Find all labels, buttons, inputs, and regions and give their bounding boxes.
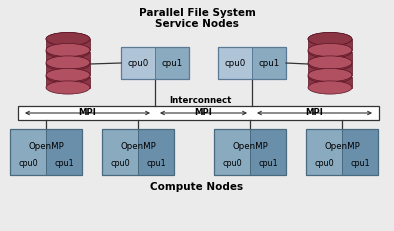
Ellipse shape	[46, 82, 90, 95]
Bar	[121, 48, 155, 80]
Bar	[46, 129, 82, 175]
Ellipse shape	[46, 58, 90, 71]
Ellipse shape	[46, 71, 90, 84]
Text: cpu1: cpu1	[54, 158, 74, 167]
Bar	[342, 129, 378, 175]
Bar	[46, 52, 90, 63]
Text: MPI: MPI	[306, 108, 323, 117]
Ellipse shape	[46, 46, 90, 59]
Ellipse shape	[308, 82, 352, 95]
Bar	[102, 129, 174, 175]
Text: cpu1: cpu1	[258, 59, 280, 68]
Text: cpu1: cpu1	[146, 158, 166, 167]
Text: cpu0: cpu0	[222, 158, 242, 167]
Bar	[18, 106, 379, 121]
Ellipse shape	[308, 58, 352, 71]
Bar	[102, 129, 138, 175]
Bar	[308, 65, 352, 76]
Bar	[306, 129, 378, 175]
Ellipse shape	[308, 33, 352, 46]
Bar	[250, 129, 286, 175]
Bar	[218, 48, 286, 80]
Bar	[121, 48, 189, 80]
Bar	[308, 77, 352, 88]
Text: MPI: MPI	[78, 108, 97, 117]
Bar	[306, 129, 342, 175]
Text: OpenMP: OpenMP	[232, 141, 268, 150]
Ellipse shape	[46, 69, 90, 82]
Bar	[214, 129, 286, 175]
Bar	[252, 48, 286, 80]
Bar	[10, 129, 46, 175]
Ellipse shape	[46, 33, 90, 46]
Bar	[138, 129, 174, 175]
Text: OpenMP: OpenMP	[120, 141, 156, 150]
Bar	[46, 77, 90, 88]
Text: cpu0: cpu0	[110, 158, 130, 167]
Ellipse shape	[46, 33, 90, 46]
Bar	[214, 129, 250, 175]
Ellipse shape	[308, 69, 352, 82]
Bar	[46, 40, 90, 51]
Text: cpu0: cpu0	[18, 158, 38, 167]
Text: cpu0: cpu0	[127, 59, 149, 68]
Text: Service Nodes: Service Nodes	[155, 19, 239, 29]
Text: OpenMP: OpenMP	[324, 141, 360, 150]
Bar	[308, 52, 352, 63]
Ellipse shape	[308, 46, 352, 59]
Bar	[155, 48, 189, 80]
Text: MPI: MPI	[195, 108, 212, 117]
Text: cpu1: cpu1	[162, 59, 183, 68]
Ellipse shape	[308, 57, 352, 70]
Text: cpu0: cpu0	[314, 158, 334, 167]
Text: cpu1: cpu1	[258, 158, 278, 167]
Ellipse shape	[308, 71, 352, 84]
Ellipse shape	[308, 33, 352, 46]
Bar	[308, 40, 352, 51]
Text: Compute Nodes: Compute Nodes	[151, 181, 243, 191]
Text: OpenMP: OpenMP	[28, 141, 64, 150]
Ellipse shape	[46, 57, 90, 70]
Bar	[46, 65, 90, 76]
Text: Parallel File System: Parallel File System	[139, 8, 255, 18]
Text: cpu0: cpu0	[224, 59, 245, 68]
Bar	[218, 48, 252, 80]
Text: Interconnect: Interconnect	[169, 96, 231, 105]
Ellipse shape	[308, 44, 352, 57]
Text: cpu1: cpu1	[350, 158, 370, 167]
Ellipse shape	[46, 44, 90, 57]
Bar	[10, 129, 82, 175]
